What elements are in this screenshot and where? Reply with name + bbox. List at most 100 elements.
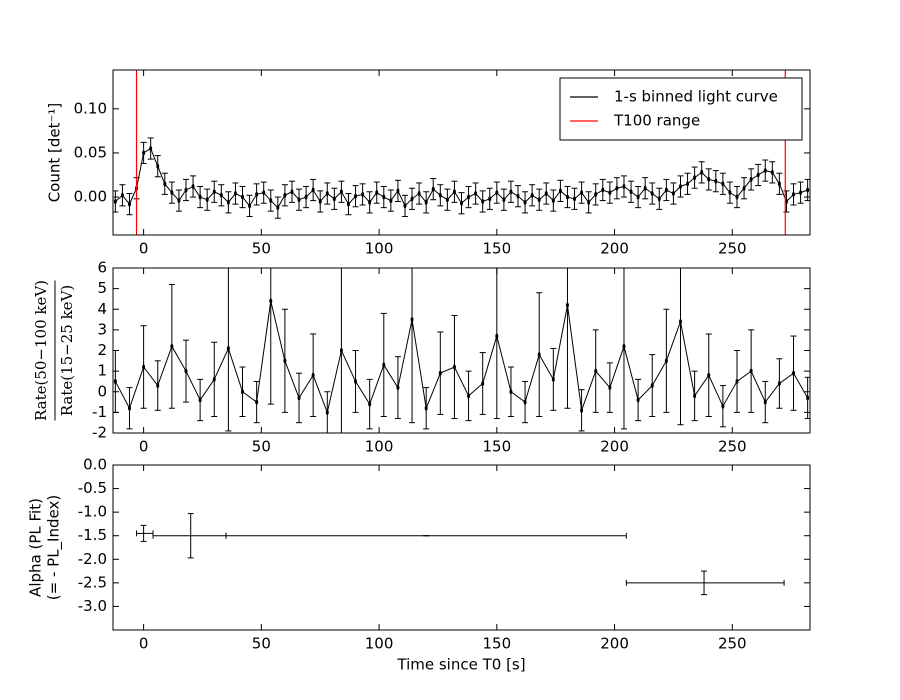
- marker: [382, 194, 386, 200]
- marker: [502, 197, 506, 203]
- marker: [283, 192, 287, 198]
- marker: [241, 389, 245, 395]
- marker: [255, 191, 259, 197]
- legend-label: T100 range: [613, 112, 700, 130]
- marker: [361, 191, 365, 197]
- marker: [304, 194, 308, 200]
- marker: [445, 197, 449, 203]
- marker: [594, 368, 598, 374]
- marker: [749, 176, 753, 182]
- marker: [650, 191, 654, 197]
- x-tick-label: 100: [365, 240, 394, 258]
- marker: [248, 203, 252, 209]
- marker: [530, 192, 534, 198]
- x-tick-label: 0: [139, 240, 149, 258]
- marker: [551, 376, 555, 382]
- marker: [170, 190, 174, 196]
- marker: [544, 191, 548, 197]
- marker: [438, 370, 442, 376]
- x-tick-label: 150: [483, 240, 512, 258]
- marker: [636, 397, 640, 403]
- marker: [191, 183, 195, 189]
- marker: [664, 358, 668, 364]
- marker: [368, 199, 372, 205]
- y-label-numerator: Rate(50−100 keV): [32, 280, 50, 421]
- y-tick-label: 4: [97, 300, 107, 318]
- marker: [671, 191, 675, 197]
- marker: [219, 192, 223, 198]
- marker: [664, 187, 668, 193]
- marker: [629, 189, 633, 195]
- marker: [177, 198, 181, 204]
- marker: [523, 199, 527, 205]
- x-tick-label: 150: [483, 635, 512, 653]
- marker: [226, 199, 230, 205]
- marker: [396, 188, 400, 194]
- marker: [615, 185, 619, 191]
- marker: [127, 405, 131, 411]
- marker: [311, 372, 315, 378]
- marker: [799, 190, 803, 196]
- marker: [721, 181, 725, 187]
- x-tick-label: 200: [600, 240, 629, 258]
- y-tick-label: -1.0: [78, 503, 107, 521]
- marker: [368, 401, 372, 407]
- marker: [714, 178, 718, 184]
- marker: [777, 381, 781, 386]
- marker: [120, 192, 124, 198]
- marker: [127, 201, 131, 207]
- marker: [149, 146, 153, 152]
- x-tick-label: 100: [365, 438, 394, 456]
- marker: [481, 381, 485, 386]
- x-tick-label: 50: [252, 635, 271, 653]
- marker: [481, 198, 485, 204]
- y-tick-label: 5: [97, 279, 107, 297]
- marker: [601, 187, 605, 193]
- marker: [396, 385, 400, 391]
- marker: [142, 150, 146, 156]
- marker: [205, 197, 209, 203]
- marker: [410, 317, 414, 323]
- marker: [290, 189, 294, 195]
- marker: [233, 191, 237, 197]
- axes-frame: [112, 464, 811, 631]
- marker: [226, 345, 230, 351]
- marker: [537, 197, 541, 203]
- x-axis-label: Time since T0 [s]: [396, 656, 525, 674]
- marker: [339, 189, 343, 195]
- marker: [375, 190, 379, 196]
- marker: [608, 190, 612, 196]
- y-tick-label: -2.5: [78, 573, 107, 591]
- y-tick-label: -1: [92, 403, 107, 421]
- marker: [735, 194, 739, 200]
- marker: [763, 399, 767, 405]
- marker: [297, 395, 301, 401]
- x-tick-label: 250: [718, 240, 747, 258]
- x-tick-label: 200: [600, 438, 629, 456]
- marker: [452, 364, 456, 370]
- plot-area: [113, 268, 810, 433]
- marker: [184, 368, 188, 374]
- marker: [537, 352, 541, 358]
- marker: [339, 348, 343, 353]
- marker: [163, 181, 167, 187]
- marker: [763, 168, 767, 174]
- marker: [622, 343, 626, 349]
- marker: [516, 193, 520, 199]
- marker: [354, 378, 358, 384]
- marker: [431, 186, 435, 192]
- marker: [707, 176, 711, 182]
- marker: [806, 395, 810, 401]
- marker: [636, 194, 640, 200]
- x-tick-label: 250: [718, 438, 747, 456]
- marker: [580, 190, 584, 196]
- x-tick-label: 50: [252, 240, 271, 258]
- marker: [650, 383, 654, 389]
- marker: [212, 189, 216, 195]
- marker: [678, 183, 682, 189]
- marker: [382, 362, 386, 368]
- marker: [269, 298, 273, 304]
- marker: [678, 319, 682, 325]
- marker: [198, 194, 202, 200]
- marker: [700, 169, 704, 175]
